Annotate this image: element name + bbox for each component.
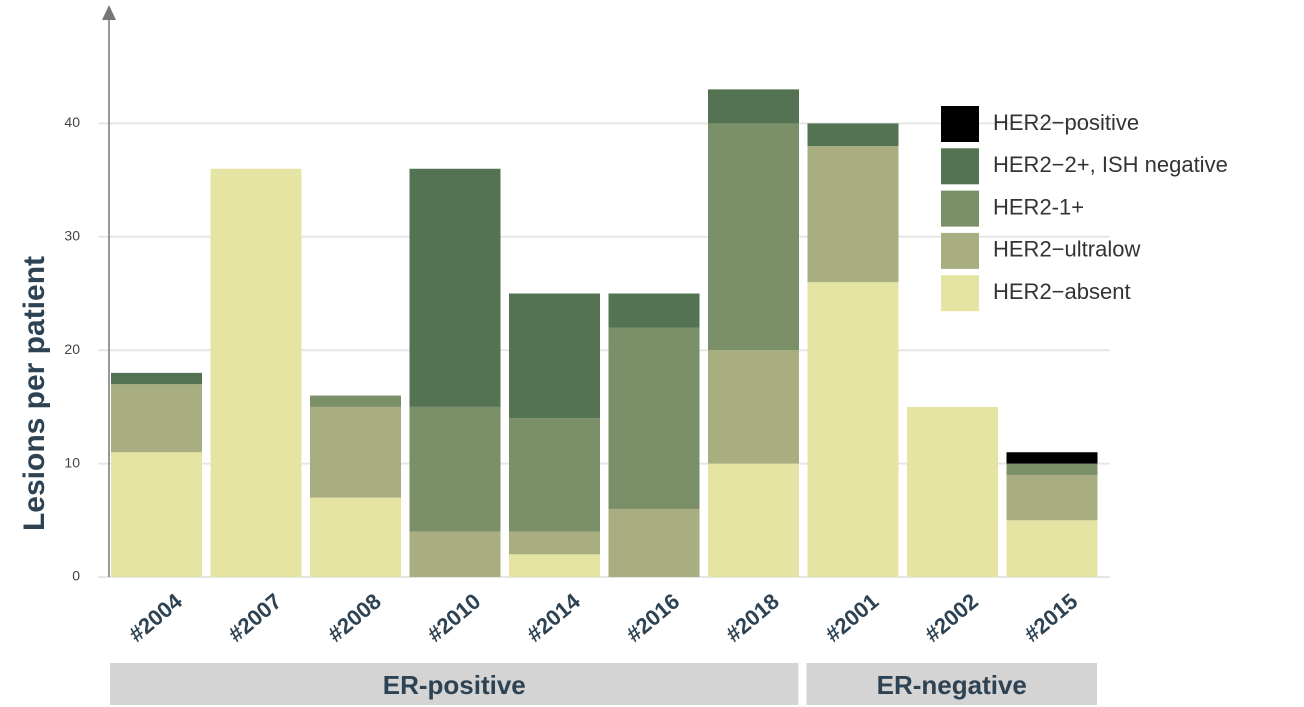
legend-label: HER2−ultralow [993,237,1140,262]
bar-segment [608,293,700,328]
legend-swatch [941,148,979,185]
x-tick-label: #2010 [422,588,485,646]
y-axis-arrow [102,5,116,20]
bar-segment [210,168,302,577]
bar-segment [409,531,501,577]
y-tick-label: 0 [72,568,80,584]
x-tick-label: #2016 [621,588,684,646]
bar-segment [608,508,700,577]
legend-swatch [941,190,979,227]
legend-swatch [941,232,979,269]
legend-label: HER2−absent [993,279,1131,304]
legend-swatch [941,106,979,142]
y-tick-label: 30 [64,228,80,244]
bar-segment [807,123,899,147]
bar-segment [907,406,998,577]
x-tick-label: #2014 [522,588,586,647]
x-tick-label: #2018 [721,588,784,646]
x-tick-label: #2008 [323,588,386,646]
bar-segment [1006,452,1098,464]
bar-segment [310,395,401,407]
legend-label: HER2−2+, ISH negative [993,152,1228,177]
bar-segment [310,406,401,498]
y-tick-label: 40 [64,114,80,130]
legend-label: HER2−positive [993,110,1139,135]
bar-segment [509,554,600,577]
y-tick-label: 20 [64,341,80,357]
bar-segment [708,123,799,351]
x-tick-label: #2004 [124,588,188,647]
bar-segment [708,350,799,464]
bar-segment [111,452,202,577]
bar-segment [708,463,799,577]
group-band [110,663,799,705]
bar-segment [409,406,501,532]
group-label: ER-negative [877,670,1027,700]
bar-segment [509,418,600,532]
legend-swatch [941,275,979,312]
bar-segment [708,89,799,124]
bar-segment [310,497,401,577]
x-tick-label: #2002 [920,588,983,646]
y-tick-label: 10 [64,454,80,470]
bar-segment [111,384,202,453]
bar-segment [1006,520,1098,577]
bar-segment [509,531,600,555]
bar-segment [509,293,600,419]
bar-segment [111,372,202,385]
bar-segment [807,282,899,577]
group-label: ER-positive [383,670,526,700]
bar-segment [807,146,899,283]
bar-segment [409,168,501,407]
bar-segment [1006,474,1098,521]
x-tick-label: #2015 [1019,588,1082,646]
x-tick-label: #2007 [223,588,286,646]
group-band [806,663,1097,705]
y-axis-label: Lesions per patient [18,256,51,531]
bar-segment [1006,463,1098,475]
legend-label: HER2-1+ [993,194,1084,219]
x-tick-label: #2001 [820,588,883,646]
bar-segment [608,327,700,509]
